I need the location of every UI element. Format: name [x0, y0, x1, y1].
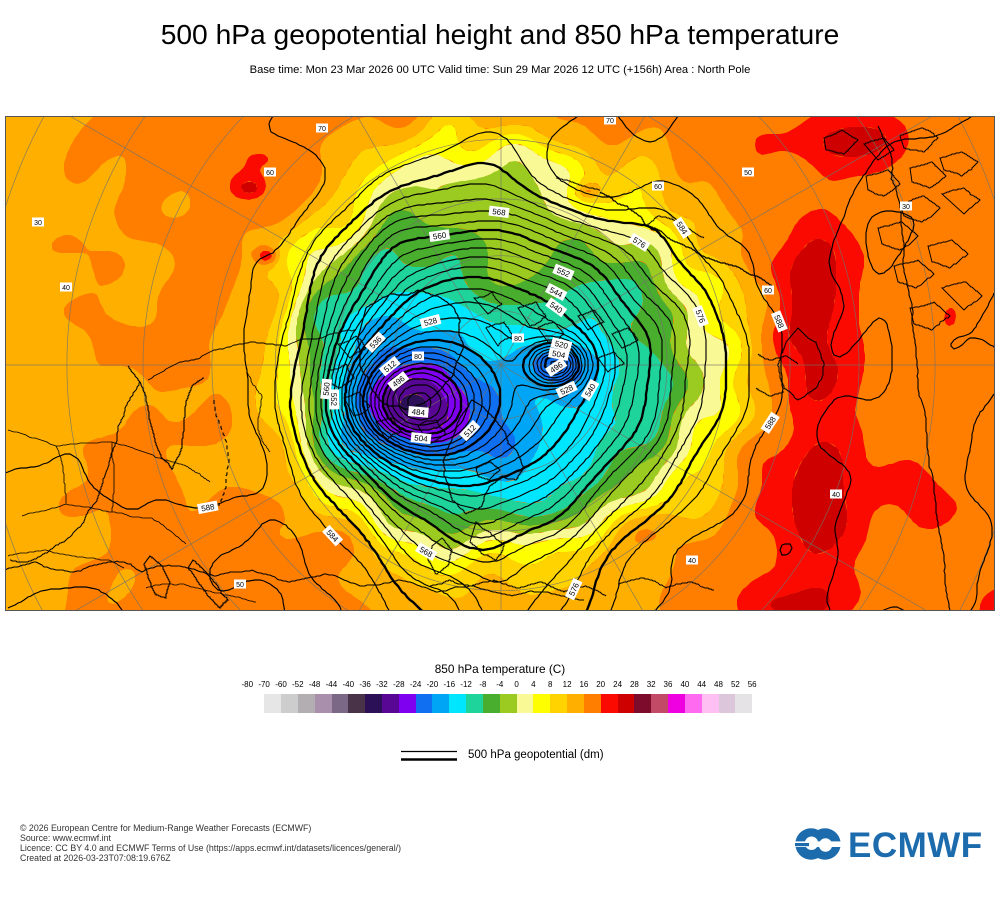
svg-text:528: 528: [423, 316, 439, 328]
svg-text:588: 588: [200, 502, 215, 513]
svg-text:560: 560: [432, 231, 447, 242]
svg-text:80: 80: [514, 336, 522, 343]
svg-text:552: 552: [329, 393, 338, 407]
svg-text:40: 40: [62, 285, 70, 292]
svg-text:50: 50: [236, 582, 244, 589]
svg-text:40: 40: [832, 492, 840, 499]
svg-text:50: 50: [744, 170, 752, 177]
svg-text:520: 520: [554, 339, 570, 351]
svg-text:60: 60: [654, 184, 662, 191]
svg-text:484: 484: [411, 407, 426, 417]
svg-text:60: 60: [266, 170, 274, 177]
svg-text:504: 504: [551, 349, 566, 360]
svg-text:60: 60: [764, 288, 772, 295]
svg-text:30: 30: [34, 220, 42, 227]
svg-text:568: 568: [492, 207, 507, 218]
svg-text:40: 40: [688, 558, 696, 565]
svg-text:30: 30: [902, 204, 910, 211]
svg-text:560: 560: [322, 381, 332, 396]
svg-text:70: 70: [318, 126, 326, 133]
svg-text:80: 80: [414, 354, 422, 361]
svg-text:504: 504: [414, 433, 429, 443]
svg-text:70: 70: [606, 118, 614, 125]
